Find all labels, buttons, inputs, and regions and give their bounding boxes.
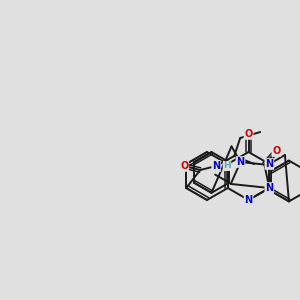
Text: O: O	[272, 146, 281, 156]
Text: N: N	[212, 161, 220, 171]
Text: O: O	[180, 161, 188, 171]
Text: H: H	[223, 161, 231, 170]
Text: N: N	[265, 183, 273, 193]
Text: O: O	[244, 129, 253, 139]
Text: N: N	[236, 157, 244, 167]
Text: N: N	[265, 159, 273, 169]
Text: N: N	[244, 195, 253, 205]
